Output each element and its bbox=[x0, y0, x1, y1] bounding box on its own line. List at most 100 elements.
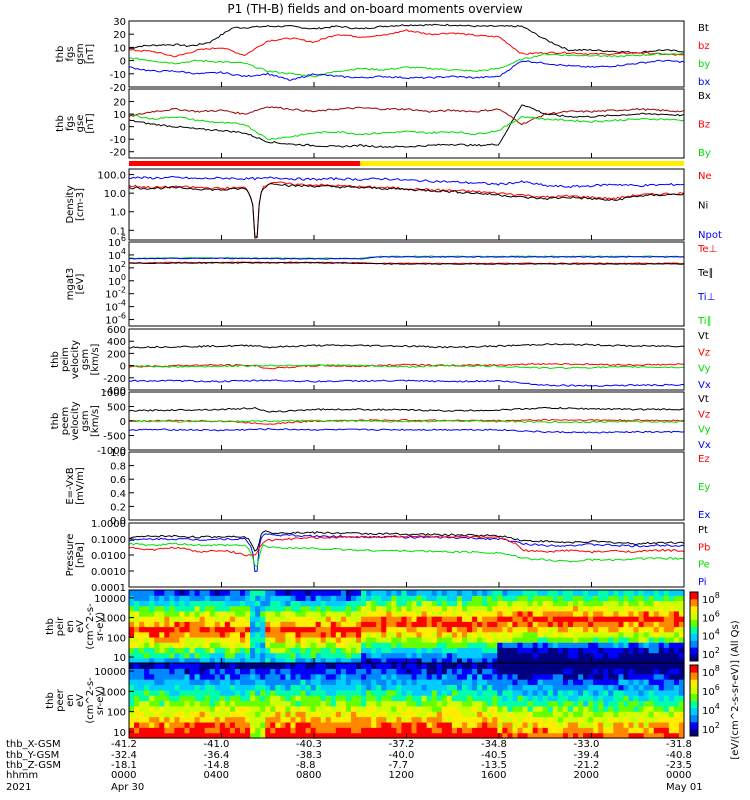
heat-cell bbox=[608, 727, 614, 734]
series-line-temperature-Ti⊥ bbox=[128, 255, 685, 260]
colorbar-label: [eV/(cm^2-s-sr-eV)] (All Qs) bbox=[730, 620, 741, 759]
heat-cell bbox=[219, 679, 226, 686]
heat-cell bbox=[517, 673, 524, 680]
heat-cell bbox=[583, 700, 589, 707]
heat-cell bbox=[416, 652, 423, 659]
heat-cell bbox=[648, 642, 655, 648]
heat-cell bbox=[613, 679, 620, 686]
heat-cell bbox=[315, 631, 322, 638]
heat-cell bbox=[462, 652, 468, 659]
heat-cell bbox=[275, 721, 281, 728]
heat-cell bbox=[406, 636, 413, 643]
ylabel-line: peer bbox=[55, 688, 66, 712]
heat-cell bbox=[411, 716, 418, 723]
ylabel-line: Pressure bbox=[65, 534, 76, 577]
heat-cell bbox=[371, 621, 377, 628]
heat-cell bbox=[426, 673, 433, 680]
heat-cell bbox=[265, 657, 271, 664]
heat-cell bbox=[325, 600, 332, 607]
heat-cell bbox=[436, 727, 443, 734]
heat-cell bbox=[512, 663, 519, 669]
heat-cell bbox=[678, 616, 685, 622]
heat-cell bbox=[608, 695, 614, 702]
heat-cell bbox=[285, 595, 292, 602]
heat-cell bbox=[673, 711, 680, 718]
heat-cell bbox=[280, 679, 287, 686]
heat-cell bbox=[426, 621, 433, 628]
heat-cell bbox=[219, 711, 226, 718]
heat-cell bbox=[265, 711, 271, 718]
heat-cell bbox=[648, 695, 655, 702]
heat-cell bbox=[169, 642, 176, 648]
heat-cell bbox=[618, 610, 625, 617]
heat-cell bbox=[648, 673, 655, 680]
heat-cell bbox=[245, 673, 251, 680]
ylabel-line: sr-eV) bbox=[95, 612, 106, 641]
heat-cell bbox=[305, 684, 312, 691]
heat-cell bbox=[401, 721, 408, 728]
heat-cell bbox=[300, 652, 307, 659]
heat-cell bbox=[340, 610, 347, 617]
heat-cell bbox=[240, 673, 246, 680]
heat-cell bbox=[315, 657, 322, 664]
heat-cell bbox=[204, 705, 211, 712]
heat-cell bbox=[320, 610, 327, 617]
heat-cell bbox=[320, 732, 327, 739]
series-line-density-Ni bbox=[128, 183, 685, 239]
heat-cell bbox=[451, 610, 458, 617]
heat-cell bbox=[295, 621, 302, 628]
heat-cell bbox=[462, 732, 468, 739]
heat-cell bbox=[199, 647, 206, 654]
heat-cell bbox=[593, 679, 599, 686]
heat-cell bbox=[598, 663, 604, 669]
heat-cell bbox=[673, 721, 680, 728]
heat-cell bbox=[376, 716, 382, 723]
heat-cell bbox=[451, 642, 458, 648]
ytick-density-label: 0.1 bbox=[110, 226, 126, 237]
heat-cell bbox=[598, 610, 604, 617]
heat-cell bbox=[502, 647, 509, 654]
heat-cell bbox=[194, 657, 201, 664]
heat-cell bbox=[214, 605, 221, 612]
heat-cell bbox=[573, 621, 579, 628]
heat-cell bbox=[149, 610, 155, 617]
heat-cell bbox=[320, 695, 327, 702]
heat-cell bbox=[199, 600, 206, 607]
heat-cell bbox=[320, 663, 327, 669]
colorbar-tick-label: 106 bbox=[702, 683, 720, 698]
heat-cell bbox=[290, 711, 297, 718]
heat-cell bbox=[552, 616, 559, 622]
heat-cell bbox=[366, 631, 372, 638]
heat-cell bbox=[149, 679, 155, 686]
heat-cell bbox=[134, 642, 140, 648]
heat-cell bbox=[552, 663, 559, 669]
heat-cell bbox=[149, 631, 155, 638]
heat-cell bbox=[290, 663, 297, 669]
heat-cell bbox=[275, 626, 281, 633]
heat-cell bbox=[179, 679, 186, 686]
heat-cell bbox=[174, 616, 181, 622]
heat-cell bbox=[351, 700, 357, 707]
heat-cell bbox=[376, 711, 382, 718]
heat-cell bbox=[638, 663, 645, 669]
heat-cell bbox=[628, 663, 635, 669]
heat-cell bbox=[552, 636, 559, 643]
heat-cell bbox=[648, 605, 655, 612]
heat-cell bbox=[588, 663, 594, 669]
ytick-peim_velocity-label: -400 bbox=[103, 386, 126, 397]
heat-cell bbox=[154, 595, 160, 602]
heat-cell bbox=[537, 642, 544, 648]
heat-cell bbox=[598, 721, 604, 728]
heat-cell bbox=[562, 590, 569, 596]
heat-cell bbox=[527, 642, 534, 648]
heat-cell bbox=[436, 657, 443, 664]
heat-cell bbox=[391, 689, 398, 696]
heat-cell bbox=[472, 652, 478, 659]
heat-cell bbox=[623, 626, 630, 633]
heat-cell bbox=[441, 716, 448, 723]
heat-cell bbox=[229, 673, 236, 680]
heat-cell bbox=[608, 679, 614, 686]
heat-cell bbox=[285, 711, 292, 718]
heat-cell bbox=[229, 732, 236, 739]
